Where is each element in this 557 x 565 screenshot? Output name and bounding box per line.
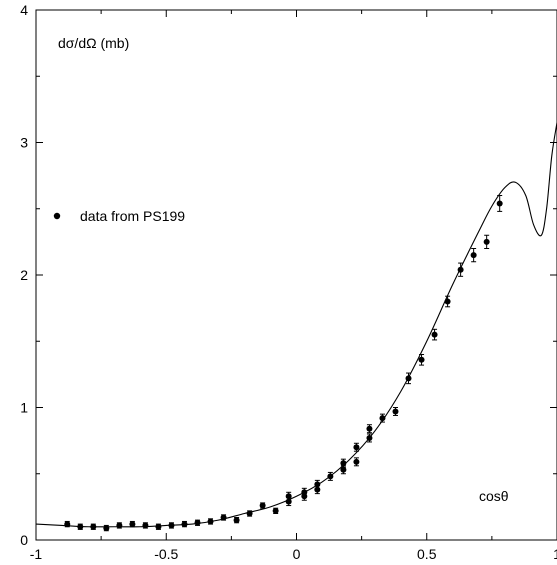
data-point (194, 519, 201, 526)
data-point (116, 522, 123, 529)
data-point (392, 408, 399, 415)
y-tick-label: 4 (20, 2, 28, 18)
x-axis-label: cosθ (479, 488, 509, 504)
x-tick-label: 0 (293, 546, 301, 562)
data-point (340, 466, 347, 473)
y-tick-label: 1 (20, 400, 28, 416)
data-point (220, 514, 227, 521)
plot-frame (35, 9, 557, 541)
data-point (103, 525, 110, 532)
data-points-layer (64, 195, 503, 532)
data-point (470, 252, 477, 259)
data-point (181, 521, 188, 528)
x-tick-label: -0.5 (154, 546, 178, 562)
data-point (366, 425, 373, 432)
data-point (207, 518, 214, 525)
data-point (353, 444, 360, 451)
data-point (353, 458, 360, 465)
data-point (483, 238, 490, 245)
data-point (327, 473, 334, 480)
y-tick-label: 0 (20, 532, 28, 548)
data-point (340, 460, 347, 467)
data-point (405, 375, 412, 382)
data-point (155, 523, 162, 530)
data-point (246, 510, 253, 517)
fit-curve-layer (35, 122, 557, 528)
legend-marker (53, 212, 61, 220)
x-tick-label: -1 (30, 546, 43, 562)
data-point (142, 522, 149, 529)
y-tick-label: 2 (20, 267, 28, 283)
data-point (272, 507, 279, 514)
data-point (366, 434, 373, 441)
data-point (431, 331, 438, 338)
data-point (77, 523, 84, 530)
data-point (496, 200, 503, 207)
data-point (418, 356, 425, 363)
x-tick-label: 0.5 (417, 546, 437, 562)
data-point (259, 502, 266, 509)
y-tick-label: 3 (20, 135, 28, 151)
data-point (64, 521, 71, 528)
data-point (129, 521, 136, 528)
data-point (90, 523, 97, 530)
legend-label: data from PS199 (80, 208, 185, 224)
data-point (314, 481, 321, 488)
y-axis-label: dσ/dΩ (mb) (58, 35, 129, 51)
axis-ticks: -1 -0.5 0 0.5 1 0 1 2 3 4 (20, 2, 557, 562)
data-point (379, 415, 386, 422)
data-point (285, 493, 292, 500)
fit-curve (35, 122, 557, 528)
data-point (457, 266, 464, 273)
data-point (233, 517, 240, 524)
data-point (168, 522, 175, 529)
x-tick-label: 1 (553, 546, 557, 562)
data-point (444, 298, 451, 305)
data-point (301, 489, 308, 496)
